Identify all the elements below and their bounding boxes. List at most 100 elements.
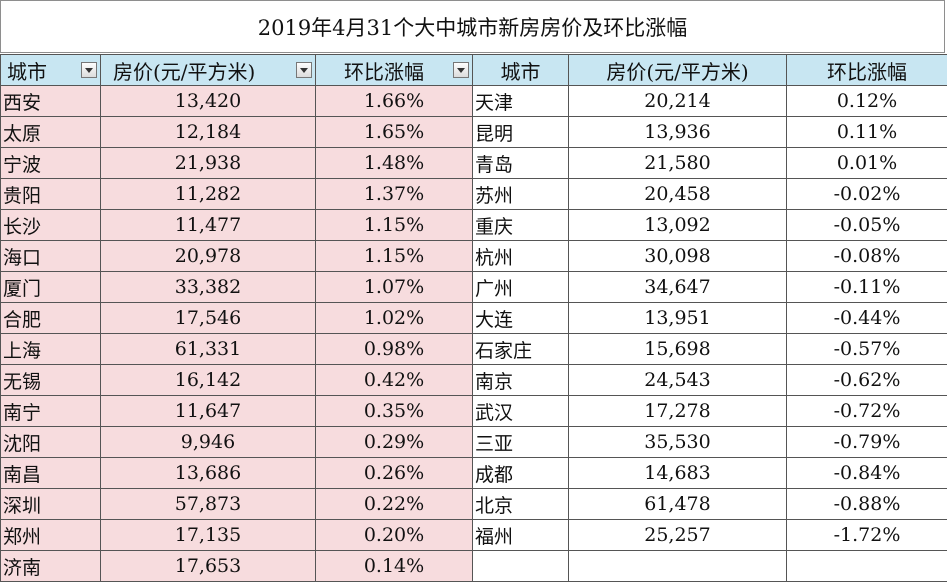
- change-cell[interactable]: -0.84%: [787, 458, 947, 489]
- city-cell[interactable]: 武汉: [473, 396, 569, 427]
- city-cell[interactable]: 济南: [1, 551, 101, 582]
- change-cell[interactable]: 0.01%: [787, 148, 947, 179]
- price-cell[interactable]: 14,683: [569, 458, 787, 489]
- price-cell[interactable]: 20,978: [101, 241, 316, 272]
- price-cell[interactable]: 25,257: [569, 520, 787, 551]
- price-cell[interactable]: 61,478: [569, 489, 787, 520]
- price-cell[interactable]: 17,546: [101, 303, 316, 334]
- change-cell[interactable]: -0.44%: [787, 303, 947, 334]
- change-cell[interactable]: 1.37%: [316, 179, 473, 210]
- price-cell[interactable]: 57,873: [101, 489, 316, 520]
- city-cell[interactable]: 上海: [1, 334, 101, 365]
- city-cell[interactable]: 南京: [473, 365, 569, 396]
- price-cell[interactable]: 9,946: [101, 427, 316, 458]
- change-cell[interactable]: 0.42%: [316, 365, 473, 396]
- price-cell[interactable]: 17,135: [101, 520, 316, 551]
- change-cell[interactable]: 0.12%: [787, 86, 947, 117]
- city-cell[interactable]: 青岛: [473, 148, 569, 179]
- change-cell[interactable]: 0.20%: [316, 520, 473, 551]
- change-cell[interactable]: 1.07%: [316, 272, 473, 303]
- change-cell[interactable]: 0.11%: [787, 117, 947, 148]
- city-cell[interactable]: 贵阳: [1, 179, 101, 210]
- city-cell[interactable]: 苏州: [473, 179, 569, 210]
- price-cell[interactable]: 16,142: [101, 365, 316, 396]
- filter-dropdown-icon[interactable]: [453, 62, 469, 78]
- city-cell[interactable]: 长沙: [1, 210, 101, 241]
- city-cell[interactable]: [473, 551, 569, 582]
- change-cell[interactable]: -0.02%: [787, 179, 947, 210]
- city-cell[interactable]: 西安: [1, 86, 101, 117]
- city-cell[interactable]: 海口: [1, 241, 101, 272]
- change-cell[interactable]: -0.11%: [787, 272, 947, 303]
- price-cell[interactable]: 13,686: [101, 458, 316, 489]
- city-cell[interactable]: 成都: [473, 458, 569, 489]
- price-cell[interactable]: 17,653: [101, 551, 316, 582]
- price-cell[interactable]: 17,278: [569, 396, 787, 427]
- change-cell[interactable]: -0.57%: [787, 334, 947, 365]
- change-cell[interactable]: -0.88%: [787, 489, 947, 520]
- city-cell[interactable]: 大连: [473, 303, 569, 334]
- city-cell[interactable]: 福州: [473, 520, 569, 551]
- city-cell[interactable]: 无锡: [1, 365, 101, 396]
- change-cell[interactable]: -0.62%: [787, 365, 947, 396]
- city-cell[interactable]: 南昌: [1, 458, 101, 489]
- header-city-left[interactable]: 城市: [1, 55, 101, 86]
- change-cell[interactable]: 1.66%: [316, 86, 473, 117]
- city-cell[interactable]: 石家庄: [473, 334, 569, 365]
- change-cell[interactable]: -0.79%: [787, 427, 947, 458]
- filter-dropdown-icon[interactable]: [296, 62, 312, 78]
- city-cell[interactable]: 合肥: [1, 303, 101, 334]
- change-cell[interactable]: 0.22%: [316, 489, 473, 520]
- price-cell[interactable]: 13,420: [101, 86, 316, 117]
- price-cell[interactable]: 21,580: [569, 148, 787, 179]
- city-cell[interactable]: 深圳: [1, 489, 101, 520]
- price-cell[interactable]: 35,530: [569, 427, 787, 458]
- change-cell[interactable]: 1.15%: [316, 241, 473, 272]
- price-cell[interactable]: 15,698: [569, 334, 787, 365]
- price-cell[interactable]: 13,092: [569, 210, 787, 241]
- city-cell[interactable]: 南宁: [1, 396, 101, 427]
- price-cell[interactable]: 20,458: [569, 179, 787, 210]
- change-cell[interactable]: 0.35%: [316, 396, 473, 427]
- header-price-left[interactable]: 房价(元/平方米): [101, 55, 316, 86]
- change-cell[interactable]: 1.02%: [316, 303, 473, 334]
- change-cell[interactable]: [787, 551, 947, 582]
- price-cell[interactable]: 21,938: [101, 148, 316, 179]
- city-cell[interactable]: 广州: [473, 272, 569, 303]
- price-cell[interactable]: 24,543: [569, 365, 787, 396]
- city-cell[interactable]: 杭州: [473, 241, 569, 272]
- filter-dropdown-icon[interactable]: [81, 62, 97, 78]
- city-cell[interactable]: 天津: [473, 86, 569, 117]
- city-cell[interactable]: 沈阳: [1, 427, 101, 458]
- price-cell[interactable]: 33,382: [101, 272, 316, 303]
- price-cell[interactable]: 13,936: [569, 117, 787, 148]
- price-cell[interactable]: 11,477: [101, 210, 316, 241]
- change-cell[interactable]: 0.14%: [316, 551, 473, 582]
- price-cell[interactable]: 11,647: [101, 396, 316, 427]
- price-cell[interactable]: 30,098: [569, 241, 787, 272]
- change-cell[interactable]: 0.29%: [316, 427, 473, 458]
- price-cell[interactable]: 11,282: [101, 179, 316, 210]
- city-cell[interactable]: 郑州: [1, 520, 101, 551]
- header-change-left[interactable]: 环比涨幅: [316, 55, 473, 86]
- city-cell[interactable]: 三亚: [473, 427, 569, 458]
- change-cell[interactable]: -0.08%: [787, 241, 947, 272]
- price-cell[interactable]: 13,951: [569, 303, 787, 334]
- change-cell[interactable]: -1.72%: [787, 520, 947, 551]
- city-cell[interactable]: 厦门: [1, 272, 101, 303]
- price-cell[interactable]: 61,331: [101, 334, 316, 365]
- change-cell[interactable]: 0.98%: [316, 334, 473, 365]
- price-cell[interactable]: [569, 551, 787, 582]
- city-cell[interactable]: 昆明: [473, 117, 569, 148]
- city-cell[interactable]: 北京: [473, 489, 569, 520]
- change-cell[interactable]: -0.05%: [787, 210, 947, 241]
- city-cell[interactable]: 宁波: [1, 148, 101, 179]
- city-cell[interactable]: 重庆: [473, 210, 569, 241]
- price-cell[interactable]: 20,214: [569, 86, 787, 117]
- city-cell[interactable]: 太原: [1, 117, 101, 148]
- change-cell[interactable]: 0.26%: [316, 458, 473, 489]
- price-cell[interactable]: 34,647: [569, 272, 787, 303]
- price-cell[interactable]: 12,184: [101, 117, 316, 148]
- change-cell[interactable]: 1.65%: [316, 117, 473, 148]
- change-cell[interactable]: 1.48%: [316, 148, 473, 179]
